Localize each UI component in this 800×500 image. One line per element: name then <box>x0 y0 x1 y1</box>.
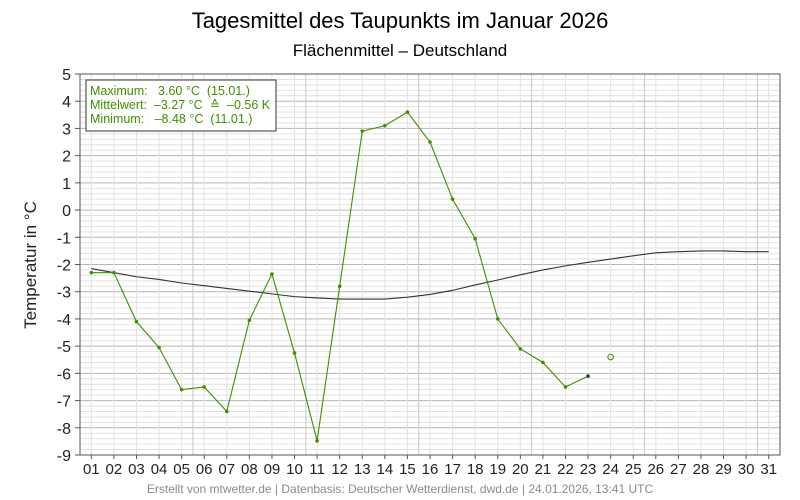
series-layer <box>89 110 769 443</box>
y-tick-label: 5 <box>62 67 71 84</box>
x-tick-label: 29 <box>715 461 732 478</box>
y-tick-label: 2 <box>62 149 71 166</box>
x-tick-label: 05 <box>173 461 190 478</box>
series-line-reference <box>91 250 769 300</box>
data-point <box>315 439 319 443</box>
x-tick-label: 18 <box>467 461 484 478</box>
y-tick-label: -8 <box>57 421 71 438</box>
data-point <box>383 123 387 128</box>
x-tick-label: 06 <box>196 461 213 478</box>
chart-title: Tagesmittel des Taupunkts im Januar 2026 <box>192 8 609 33</box>
data-point <box>134 319 139 324</box>
x-tick-label: 03 <box>128 461 145 478</box>
x-tick-label: 24 <box>602 461 619 478</box>
data-point <box>450 197 455 201</box>
y-tick-label: 0 <box>62 203 71 220</box>
x-tick-label: 10 <box>286 461 303 478</box>
legend-maximum: Maximum: 3.60 °C (15.01.) <box>90 84 250 98</box>
legend-box <box>85 79 277 132</box>
data-point <box>89 270 94 275</box>
data-point <box>405 110 410 114</box>
data-point <box>224 409 229 414</box>
x-tick-label: 31 <box>760 461 777 478</box>
data-point <box>541 360 545 365</box>
footer-credit: Erstellt von mtwetter.de | Datenbasis: D… <box>147 482 654 496</box>
x-tick-label: 14 <box>376 461 393 478</box>
data-point <box>157 345 161 350</box>
y-tick-label: -3 <box>57 285 71 302</box>
x-tick-label: 16 <box>422 461 439 478</box>
data-point <box>586 374 590 378</box>
grid <box>80 73 780 456</box>
data-point <box>202 385 206 389</box>
x-tick-label: 30 <box>738 461 755 478</box>
y-tick-label: -6 <box>57 366 71 383</box>
y-tick-label: -2 <box>57 258 71 275</box>
legend: Maximum: 3.60 °C (15.01.) Mittelwert: –3… <box>85 79 277 132</box>
y-tick-label: -7 <box>57 394 71 411</box>
x-tick-label: 15 <box>399 461 416 478</box>
data-point <box>179 387 184 392</box>
x-tick-label: 04 <box>151 461 168 478</box>
x-tick-label: 19 <box>489 461 506 478</box>
x-tick-label: 25 <box>625 461 642 478</box>
data-point <box>473 236 477 241</box>
legend-minimum: Minimum: –8.48 °C (11.01.) <box>90 112 252 126</box>
x-tick-label: 20 <box>512 461 529 478</box>
y-tick-label: -9 <box>57 448 71 465</box>
data-point <box>292 351 297 355</box>
x-tick-label: 28 <box>693 461 710 478</box>
legend-mean: Mittelwert: –3.27 °C ≙ –0.56 K <box>90 98 271 112</box>
y-axis-label: Temperatur in °C <box>21 201 40 329</box>
y-tick-labels: 5 4 3 2 1 0 -1 -2 -3 -4 -5 -6 -7 -8 -9 <box>57 67 80 465</box>
y-tick-label: -4 <box>57 312 71 329</box>
x-tick-label: 12 <box>331 461 348 478</box>
data-point <box>247 318 252 323</box>
y-tick-label: -5 <box>57 339 71 356</box>
x-tick-label: 02 <box>106 461 123 478</box>
chart-subtitle: Flächenmittel – Deutschland <box>293 41 508 60</box>
y-tick-label: 1 <box>62 176 71 193</box>
x-tick-label: 17 <box>444 461 461 478</box>
data-point <box>428 140 432 144</box>
x-tick-labels: 01 02 03 04 05 06 07 08 09 10 11 12 13 14 15 16 17 18 19 20… <box>83 455 777 478</box>
open-marker <box>607 353 614 361</box>
x-tick-label: 23 <box>580 461 597 478</box>
x-tick-label: 11 <box>309 461 325 478</box>
data-point <box>270 272 274 276</box>
x-tick-label: 21 <box>535 461 552 478</box>
data-point <box>337 284 342 289</box>
x-tick-label: 13 <box>354 461 371 478</box>
data-point <box>112 270 116 275</box>
data-point <box>495 317 500 321</box>
y-tick-label: -1 <box>57 230 71 247</box>
data-point <box>518 347 523 351</box>
x-tick-label: 07 <box>218 461 235 478</box>
y-tick-label: 4 <box>62 94 71 111</box>
x-tick-label: 09 <box>264 461 281 478</box>
y-tick-label: 3 <box>62 121 71 138</box>
x-tick-label: 08 <box>241 461 258 478</box>
data-point <box>563 385 568 389</box>
x-tick-label: 26 <box>647 461 664 478</box>
x-tick-label: 01 <box>83 461 100 478</box>
x-tick-label: 27 <box>670 461 687 478</box>
data-point <box>360 129 365 133</box>
x-tick-label: 22 <box>557 461 574 478</box>
